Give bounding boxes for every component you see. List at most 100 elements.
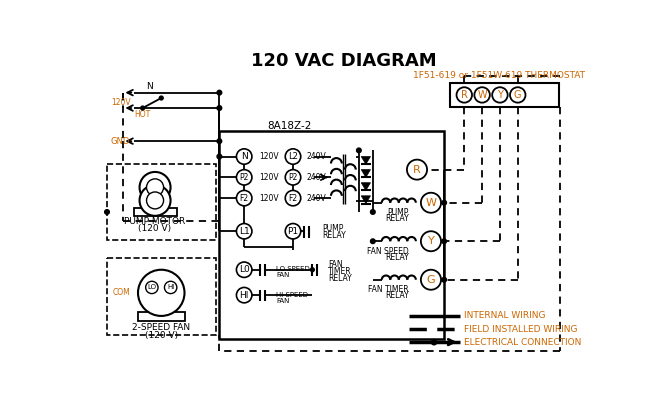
Circle shape [510, 87, 525, 103]
Circle shape [237, 223, 252, 239]
Bar [134, 208, 177, 216]
Text: P2: P2 [239, 173, 249, 182]
Text: LO SPEED: LO SPEED [276, 266, 310, 272]
Circle shape [237, 287, 252, 303]
Text: HI: HI [167, 285, 174, 290]
Circle shape [407, 160, 427, 180]
Text: FAN: FAN [276, 298, 289, 304]
Text: ELECTRICAL CONNECTION: ELECTRICAL CONNECTION [464, 338, 581, 347]
Text: 240V: 240V [306, 194, 326, 203]
Text: FIELD INSTALLED WIRING: FIELD INSTALLED WIRING [464, 325, 577, 334]
Text: LO: LO [147, 285, 156, 290]
Circle shape [431, 339, 437, 345]
Text: 240V: 240V [306, 173, 326, 182]
Text: RELAY: RELAY [386, 253, 409, 262]
Text: (120 V): (120 V) [145, 331, 178, 340]
Text: W: W [477, 90, 487, 100]
Circle shape [217, 91, 222, 95]
Text: FAN: FAN [276, 272, 289, 278]
Polygon shape [361, 183, 371, 190]
Circle shape [138, 270, 184, 316]
Text: GND: GND [111, 137, 130, 146]
Text: RELAY: RELAY [322, 231, 346, 241]
Text: PUMP: PUMP [322, 225, 344, 233]
Circle shape [141, 106, 145, 110]
Text: RELAY: RELAY [386, 215, 409, 223]
Polygon shape [361, 196, 371, 204]
Text: FAN TIMER: FAN TIMER [368, 285, 409, 294]
Text: 2-SPEED FAN: 2-SPEED FAN [132, 323, 190, 332]
Circle shape [456, 87, 472, 103]
Text: HOT: HOT [134, 110, 150, 119]
Text: Y: Y [497, 90, 503, 100]
Circle shape [474, 87, 490, 103]
Circle shape [492, 87, 508, 103]
Text: 120V: 120V [259, 173, 279, 182]
Circle shape [139, 172, 171, 203]
Circle shape [371, 239, 375, 243]
Circle shape [147, 179, 163, 196]
Text: 240V: 240V [306, 152, 326, 161]
Circle shape [285, 149, 301, 164]
Circle shape [356, 148, 361, 153]
Circle shape [145, 281, 158, 294]
Text: F2: F2 [289, 194, 297, 203]
Circle shape [442, 277, 446, 282]
Bar [138, 312, 184, 321]
Circle shape [237, 149, 252, 164]
Circle shape [217, 106, 222, 110]
Circle shape [237, 190, 252, 206]
Text: N: N [241, 152, 247, 161]
Circle shape [105, 210, 109, 214]
Text: 120V: 120V [111, 98, 131, 107]
Circle shape [217, 139, 222, 143]
Text: TIMER: TIMER [328, 267, 352, 276]
Text: 120 VAC DIAGRAM: 120 VAC DIAGRAM [251, 52, 436, 70]
Text: 1F51-619 or 1F51W-619 THERMOSTAT: 1F51-619 or 1F51W-619 THERMOSTAT [413, 71, 585, 80]
Bar [107, 164, 216, 240]
Circle shape [164, 281, 177, 294]
Text: R: R [461, 90, 468, 100]
Text: 120V: 120V [259, 152, 279, 161]
Text: G: G [427, 275, 436, 285]
Polygon shape [361, 157, 371, 164]
Text: 120V: 120V [259, 194, 279, 203]
Circle shape [147, 192, 163, 209]
Text: HI SPEED: HI SPEED [276, 292, 308, 298]
Circle shape [442, 239, 446, 243]
Polygon shape [361, 170, 371, 177]
Text: R: R [413, 165, 421, 175]
Text: RELAY: RELAY [328, 274, 352, 283]
Circle shape [421, 193, 441, 213]
Circle shape [217, 154, 222, 159]
Text: W: W [425, 198, 436, 208]
Bar [450, 83, 559, 107]
Text: (120 V): (120 V) [139, 225, 172, 233]
Text: RELAY: RELAY [386, 291, 409, 300]
Text: N: N [146, 82, 153, 91]
Text: P1: P1 [287, 227, 299, 236]
Bar [219, 131, 444, 339]
Text: INTERNAL WIRING: INTERNAL WIRING [464, 311, 545, 321]
Text: L1: L1 [239, 227, 249, 236]
Text: FAN: FAN [328, 260, 342, 269]
Text: 8A18Z-2: 8A18Z-2 [267, 121, 312, 131]
Circle shape [421, 270, 441, 290]
Circle shape [237, 170, 252, 185]
Circle shape [139, 185, 171, 216]
Text: L2: L2 [288, 152, 298, 161]
Text: HI: HI [239, 291, 249, 300]
Circle shape [310, 268, 314, 272]
Circle shape [371, 210, 375, 214]
Bar [107, 258, 216, 335]
Text: F2: F2 [240, 194, 249, 203]
Circle shape [237, 262, 252, 277]
Text: Y: Y [427, 236, 434, 246]
Circle shape [285, 170, 301, 185]
Circle shape [442, 200, 446, 205]
Text: G: G [514, 90, 521, 100]
Circle shape [159, 96, 163, 100]
Circle shape [285, 223, 301, 239]
Text: PUMP: PUMP [387, 208, 408, 217]
Circle shape [421, 231, 441, 251]
